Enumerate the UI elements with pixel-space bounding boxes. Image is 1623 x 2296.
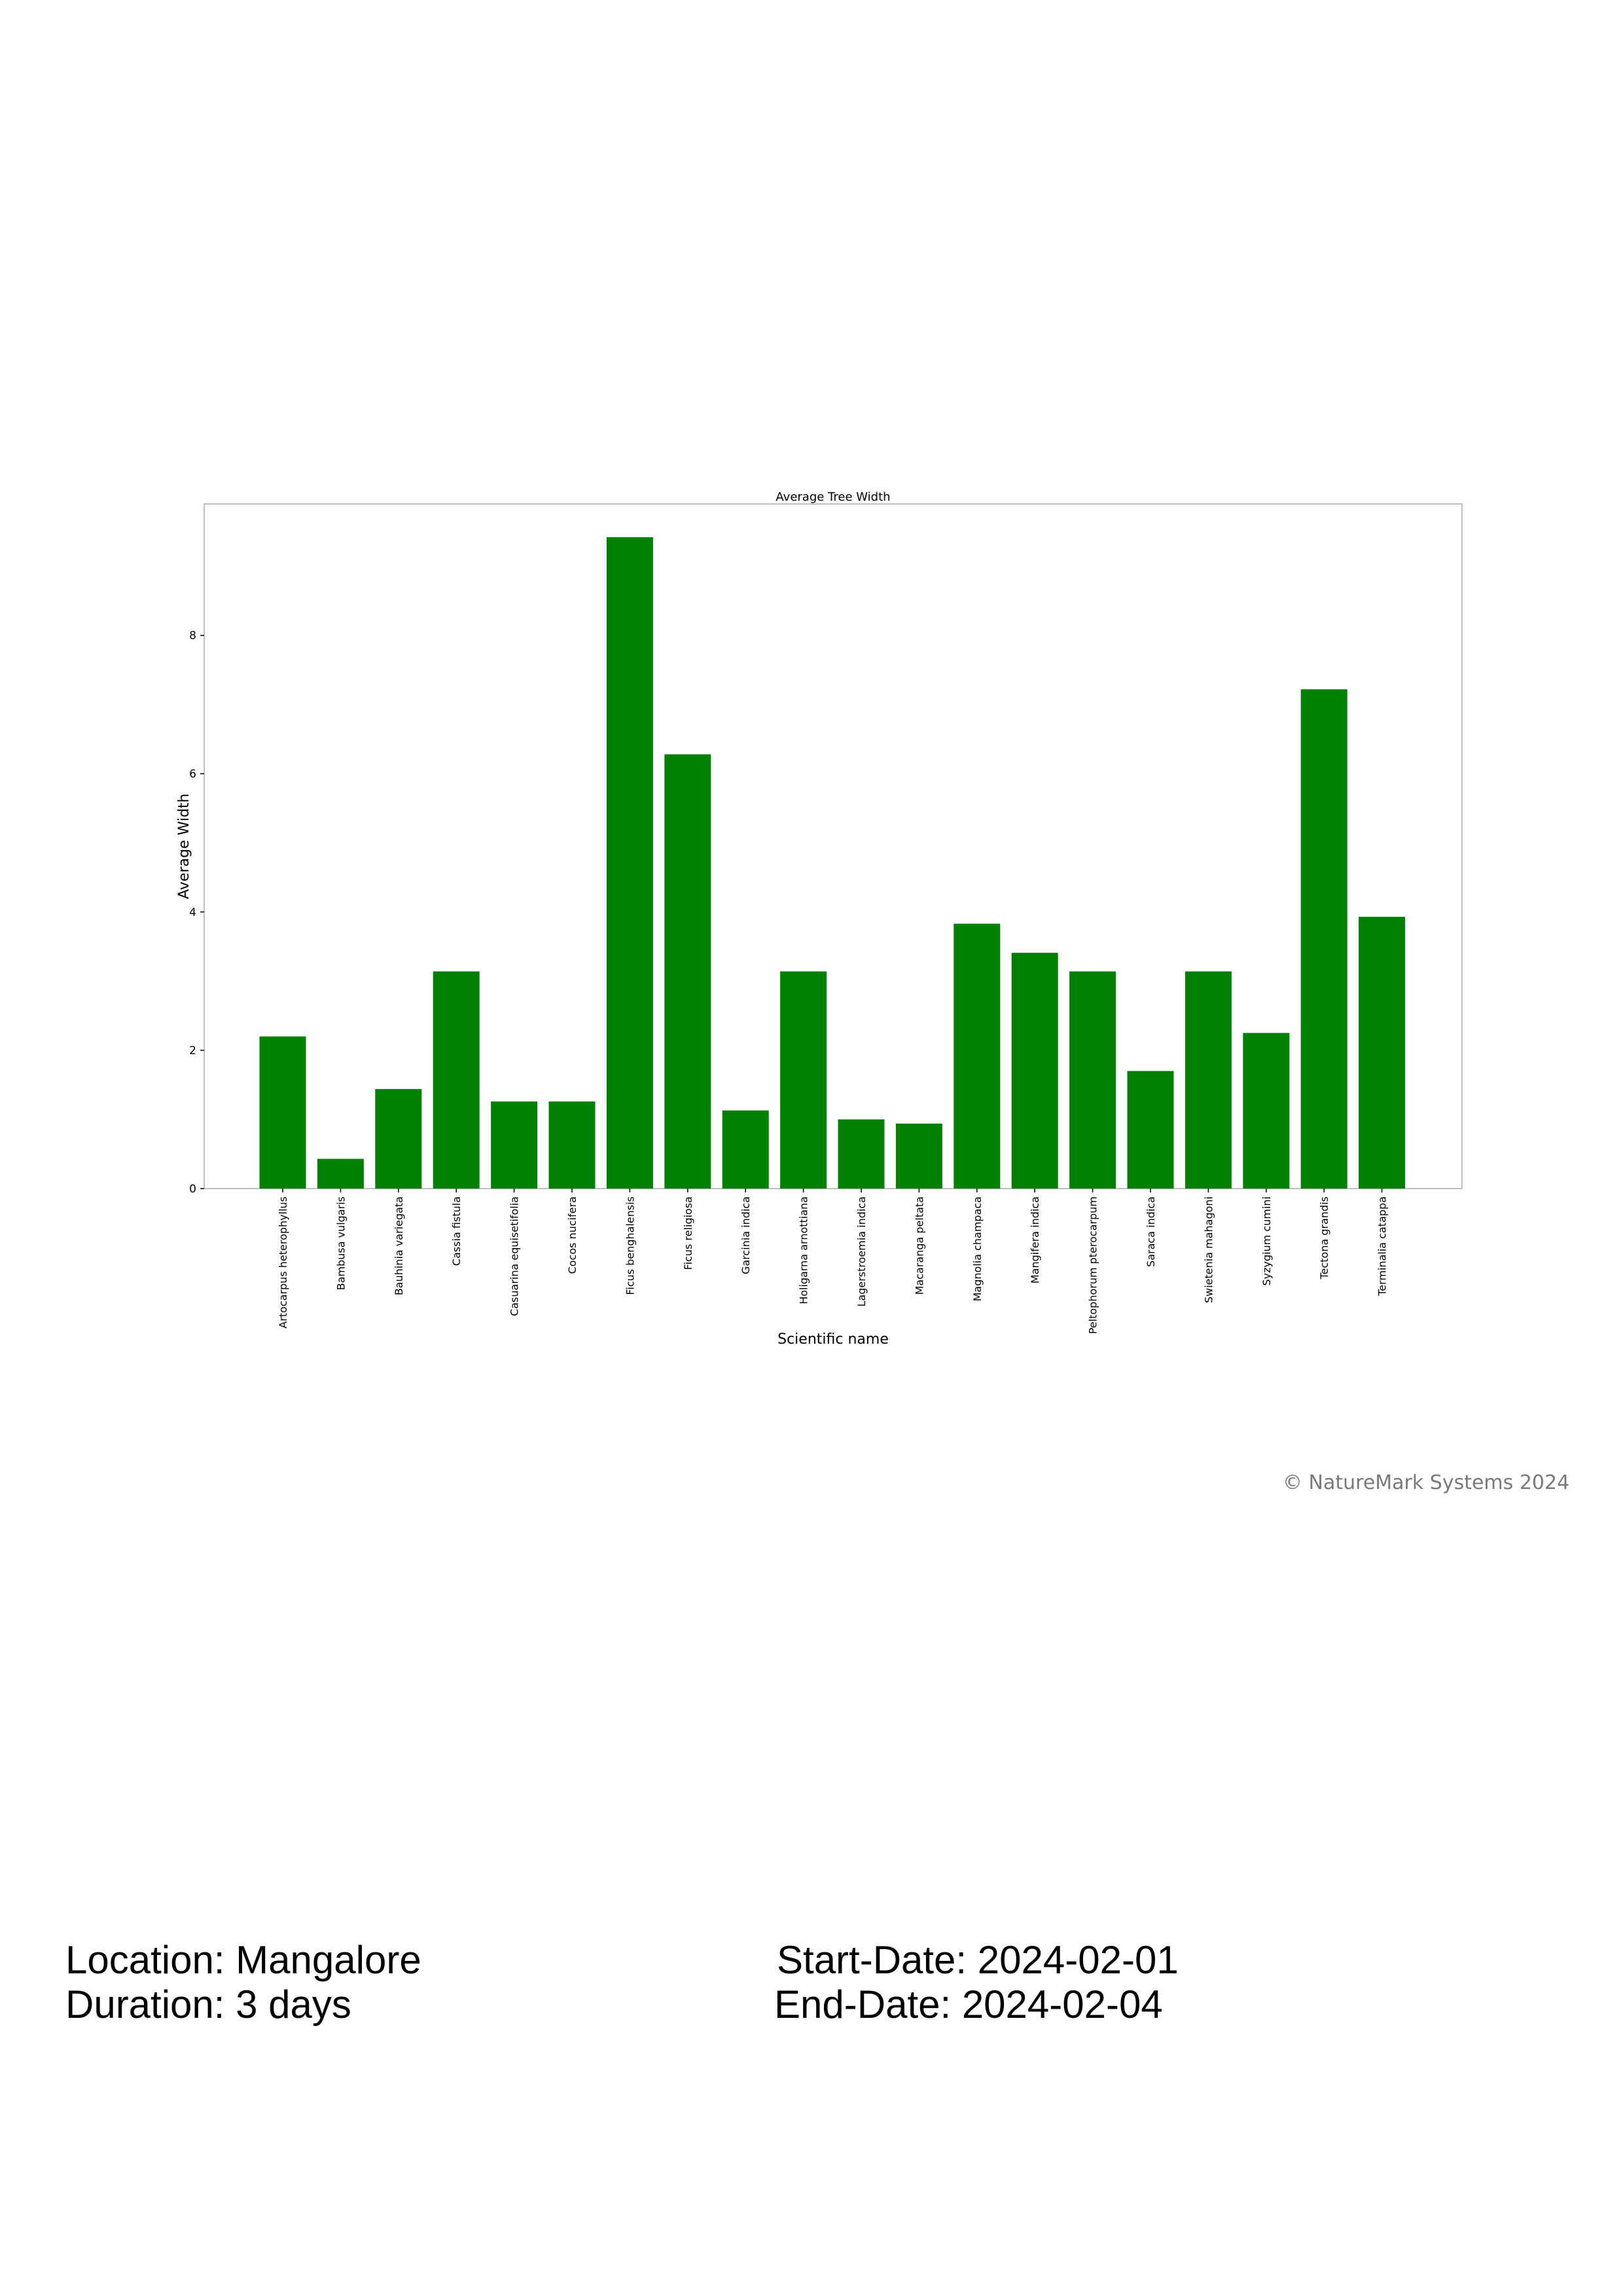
x-axis-label: Scientific name	[777, 1331, 889, 1348]
y-tick-label: 2	[189, 1045, 196, 1058]
x-tick-label: Swietenia mahagoni	[1202, 1196, 1215, 1303]
x-tick-label: Peltophorum pterocarpum	[1087, 1196, 1099, 1334]
x-tick-label: Magnolia champaca	[971, 1196, 984, 1301]
bar	[317, 1158, 364, 1189]
x-tick-label: Lagerstroemia indica	[855, 1196, 868, 1306]
bar	[375, 1088, 422, 1189]
y-axis-label: Average Width	[176, 793, 192, 899]
y-tick-label: 0	[189, 1183, 196, 1196]
copyright-notice: © NatureMark Systems 2024	[1283, 1471, 1570, 1494]
x-axis: Artocarpus heterophyllus Bambusa vulgaris…	[277, 1189, 1389, 1334]
bar	[1359, 916, 1406, 1189]
x-tick-label: Ficus benghalensis	[624, 1196, 636, 1295]
x-tick-label: Terminalia catappa	[1376, 1196, 1389, 1297]
bar	[259, 1036, 306, 1189]
x-tick-label: Saraca indica	[1145, 1196, 1157, 1267]
y-axis: 0 2 4 6 8	[189, 630, 204, 1196]
bar	[491, 1101, 538, 1189]
bar	[664, 754, 711, 1189]
y-tick-label: 4	[189, 906, 196, 919]
x-tick-label: Mangifera indica	[1029, 1196, 1041, 1283]
bar	[780, 971, 827, 1189]
x-tick-label: Casuarina equisetifolia	[508, 1196, 521, 1316]
bar	[433, 971, 480, 1189]
bar	[1243, 1033, 1290, 1189]
bars	[259, 537, 1406, 1189]
bar	[722, 1110, 769, 1189]
x-tick-label: Macaranga peltata	[913, 1196, 925, 1295]
x-tick-label: Cassia fistula	[450, 1196, 463, 1266]
duration-text: Duration: 3 days	[65, 1982, 351, 2026]
plot-frame	[204, 503, 1463, 1189]
bar	[1127, 1071, 1174, 1189]
x-tick-label: Cocos nucifera	[566, 1196, 579, 1274]
bar	[1300, 689, 1347, 1189]
x-tick-label: Garcinia indica	[740, 1196, 752, 1274]
x-tick-label: Bambusa vulgaris	[334, 1196, 347, 1290]
bar	[895, 1123, 942, 1189]
bar	[1011, 952, 1058, 1189]
bar	[606, 537, 653, 1189]
x-tick-label: Syzygium cumini	[1260, 1196, 1273, 1285]
y-tick-label: 8	[189, 630, 196, 643]
chart-title: Average Tree Width	[776, 490, 890, 504]
bar	[1185, 971, 1232, 1189]
bar	[548, 1101, 596, 1189]
bar	[838, 1119, 885, 1189]
x-tick-label: Bauhinia variegata	[393, 1196, 405, 1295]
x-tick-label: Ficus religiosa	[682, 1196, 694, 1270]
bar-chart: Average Tree Width 0 2 4 6 8 Artocarpus hete…	[176, 490, 1463, 1348]
bar	[1069, 971, 1116, 1189]
location-text: Location: Mangalore	[65, 1938, 421, 1982]
x-tick-label: Tectona grandis	[1318, 1196, 1330, 1280]
y-tick-label: 6	[189, 768, 196, 781]
x-tick-label: Artocarpus heterophyllus	[277, 1196, 289, 1329]
x-tick-label: Holigarna arnottiana	[798, 1196, 810, 1304]
end-date-text: End-Date: 2024-02-04	[774, 1982, 1163, 2026]
bar	[954, 924, 1001, 1189]
start-date-text: Start-Date: 2024-02-01	[777, 1938, 1179, 1982]
